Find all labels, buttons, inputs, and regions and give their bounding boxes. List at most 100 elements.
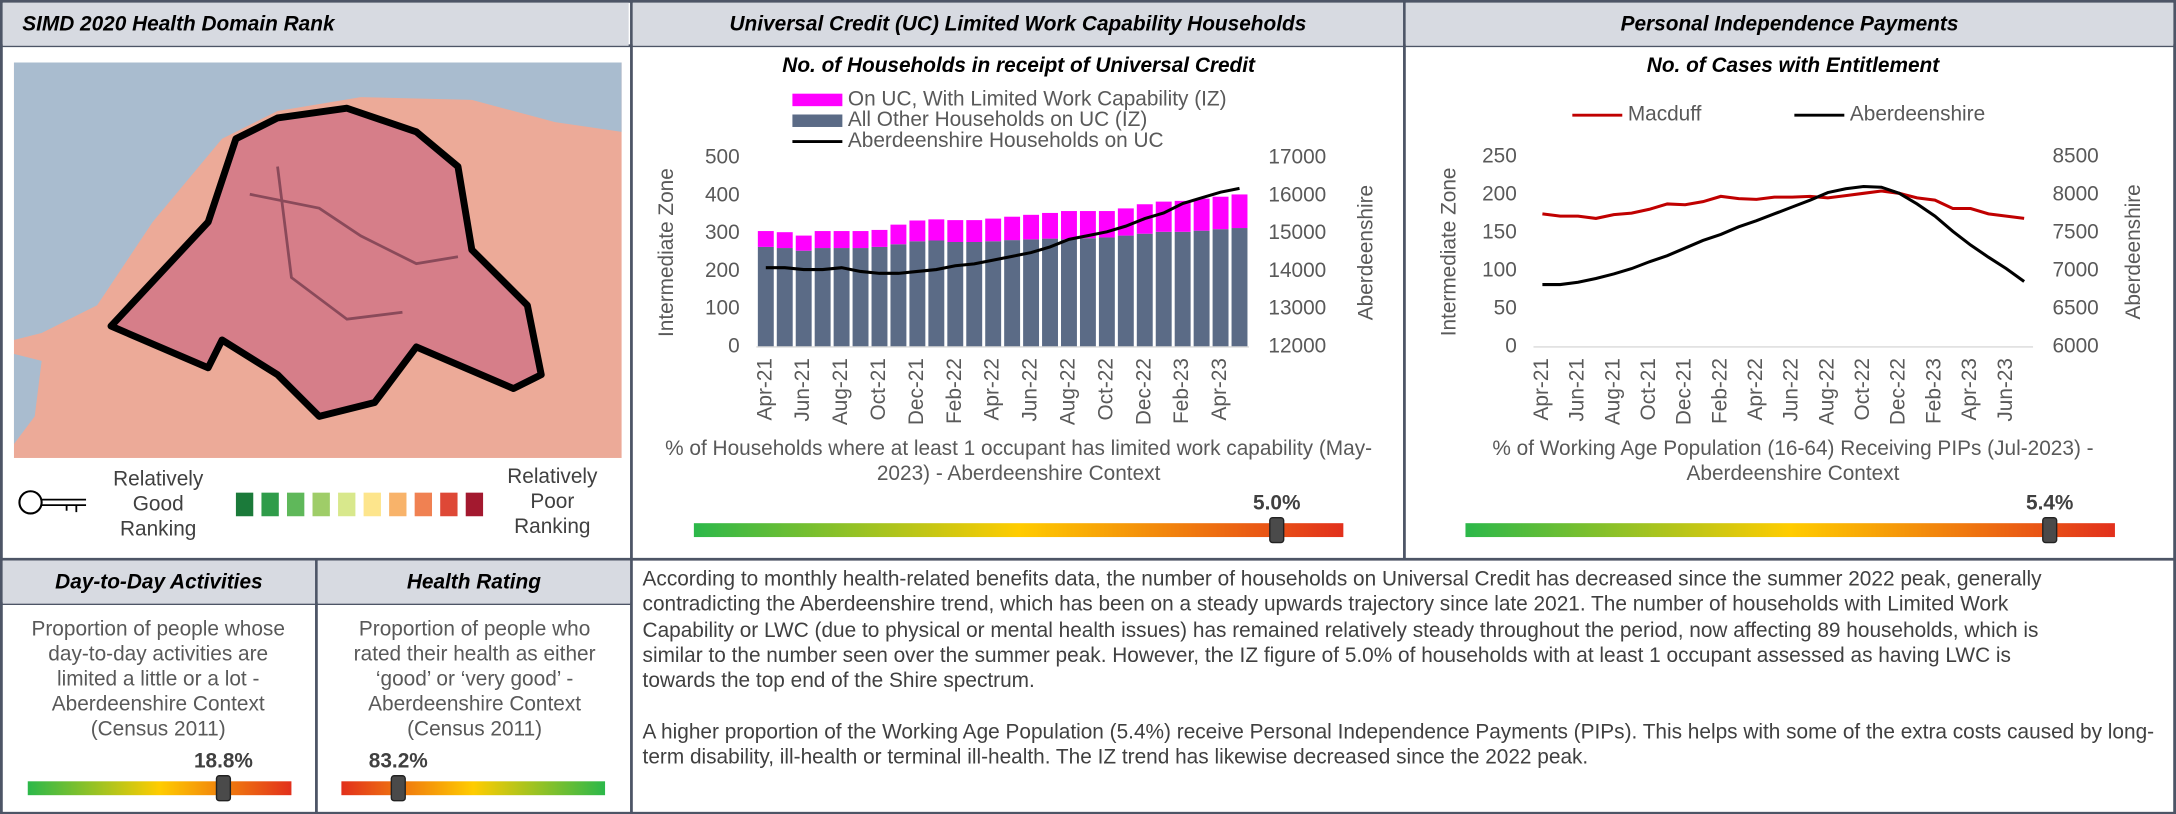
bar [890,225,906,245]
x-tick-label: Apr-22 [981,358,1004,420]
y-tick-label: 300 [705,221,740,244]
bar [777,248,793,347]
y-tick-label: 0 [1505,334,1517,357]
bar [1232,194,1248,228]
bar [815,248,831,347]
bar [1118,208,1134,235]
x-tick-label: Apr-22 [1744,358,1767,420]
legend-label: Relatively Good Ranking [100,468,217,543]
legend-label: Relatively Poor Ranking [494,465,611,540]
y2-tick-label: 6500 [2052,296,2098,319]
bar [1118,236,1134,347]
y2-axis-title: Aberdeenshire [2122,184,2145,319]
y-tick-label: 200 [1482,182,1517,205]
legend-swatch [313,493,330,517]
y-tick-label: 200 [705,259,740,282]
dashboard: No. of Households in receipt of Universa… [0,0,2176,814]
y-tick-label: 50 [1494,296,1517,319]
x-tick-label: Oct-22 [1094,358,1117,420]
x-tick-label: Oct-22 [1851,358,1874,420]
x-tick-label: Jun-22 [1019,358,1042,422]
bar [890,244,906,347]
bar [947,242,963,347]
y2-tick-label: 16000 [1268,183,1326,206]
x-tick-label: Apr-23 [1208,358,1231,420]
legend-key [792,94,842,106]
y-tick-label: 500 [705,146,740,169]
bar [947,220,963,242]
panel-title: Personal Independence Payments [1406,3,2173,46]
bar [1023,215,1039,240]
chart-title: No. of Cases with Entitlement [1647,54,1940,77]
bar [909,241,925,347]
bar [777,232,793,248]
indicator-label: 83.2% [369,749,428,772]
legend-swatch [261,493,278,517]
legend-key [792,114,842,126]
bar [1232,228,1248,347]
bar [966,242,982,347]
bar [872,230,888,247]
x-tick-label: Aug-21 [1601,358,1624,425]
indicator-caption: Proportion of people whose day-to-day ac… [19,618,297,743]
bar [1156,232,1172,347]
x-tick-label: Dec-21 [1673,358,1696,425]
legend-label: Macduff [1628,103,1702,126]
y-tick-label: 400 [705,183,740,206]
indicator-scale [694,523,1343,537]
bar [834,231,850,248]
x-tick-label: Jun-21 [791,358,814,422]
bar [1194,199,1210,231]
key-icon [19,491,86,513]
bar [1080,238,1096,347]
y-tick-label: 100 [705,297,740,320]
legend-swatch [287,493,304,517]
x-tick-label: Aug-22 [1815,358,1838,425]
bar [853,248,869,347]
legend-swatch [466,493,483,517]
bar [966,220,982,242]
y2-axis-title: Aberdeenshire [1354,185,1377,320]
bar [758,247,774,347]
bar [1213,229,1229,347]
legend-swatch [236,493,253,517]
bar [1137,234,1153,347]
bar [1061,211,1077,239]
bar [758,231,774,247]
y2-tick-label: 12000 [1268,334,1326,357]
y2-tick-label: 17000 [1268,146,1326,169]
indicator-scale [1465,523,2114,537]
bar [796,236,812,251]
indicator-marker [1270,518,1284,543]
bar [815,231,831,248]
y-tick-label: 250 [1482,144,1517,167]
indicator-caption: % of Working Age Population (16-64) Rece… [1457,437,2129,487]
bar [1213,197,1229,229]
y2-tick-label: 7000 [2052,258,2098,281]
bar [1023,239,1039,347]
legend-label: Aberdeenshire [1850,103,1985,126]
legend-swatch [364,493,381,517]
commentary: A higher proportion of the Working Age P… [643,720,2163,771]
x-tick-label: Jun-22 [1780,358,1803,422]
legend-label: On UC, With Limited Work Capability (IZ) [848,87,1227,110]
x-tick-label: Apr-21 [753,358,776,420]
y2-tick-label: 14000 [1268,259,1326,282]
y-axis-title: Intermediate Zone [655,168,678,337]
panel-title: SIMD 2020 Health Domain Rank [3,3,629,46]
bar [834,248,850,347]
panel-title: Day-to-Day Activities [3,561,315,604]
legend-swatch [389,493,406,517]
x-tick-label: Oct-21 [1637,358,1660,420]
line [1542,186,2024,284]
x-tick-label: Oct-21 [867,358,890,420]
x-tick-label: Jun-21 [1566,358,1589,422]
y-tick-label: 0 [728,334,740,357]
bar [1004,217,1020,240]
legend-swatch [440,493,457,517]
bar [928,219,944,240]
line [1542,191,2024,218]
x-tick-label: Aug-22 [1056,358,1079,425]
bar [1042,213,1058,239]
x-tick-label: Feb-22 [943,358,966,424]
